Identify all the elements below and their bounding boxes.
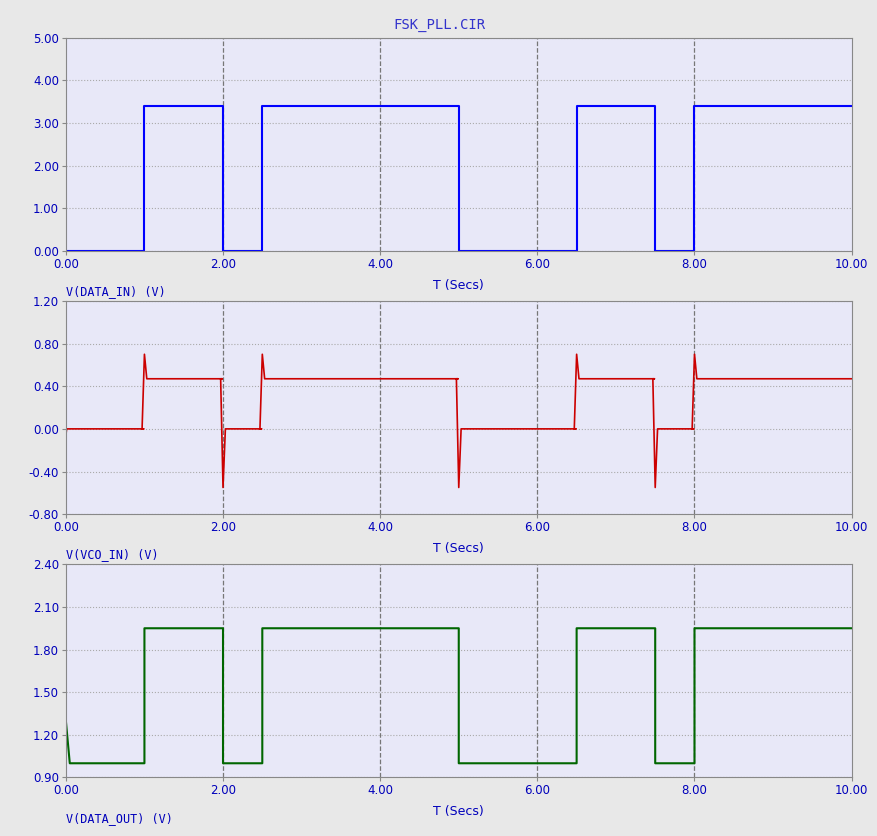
Text: T (Secs): T (Secs) xyxy=(433,805,483,818)
Text: V(DATA_IN) (V): V(DATA_IN) (V) xyxy=(66,285,166,298)
Text: V(VCO_IN) (V): V(VCO_IN) (V) xyxy=(66,548,158,561)
Text: FSK_PLL.CIR: FSK_PLL.CIR xyxy=(393,18,484,33)
Text: T (Secs): T (Secs) xyxy=(433,278,483,292)
Text: T (Secs): T (Secs) xyxy=(433,542,483,555)
Text: V(DATA_OUT) (V): V(DATA_OUT) (V) xyxy=(66,812,173,824)
